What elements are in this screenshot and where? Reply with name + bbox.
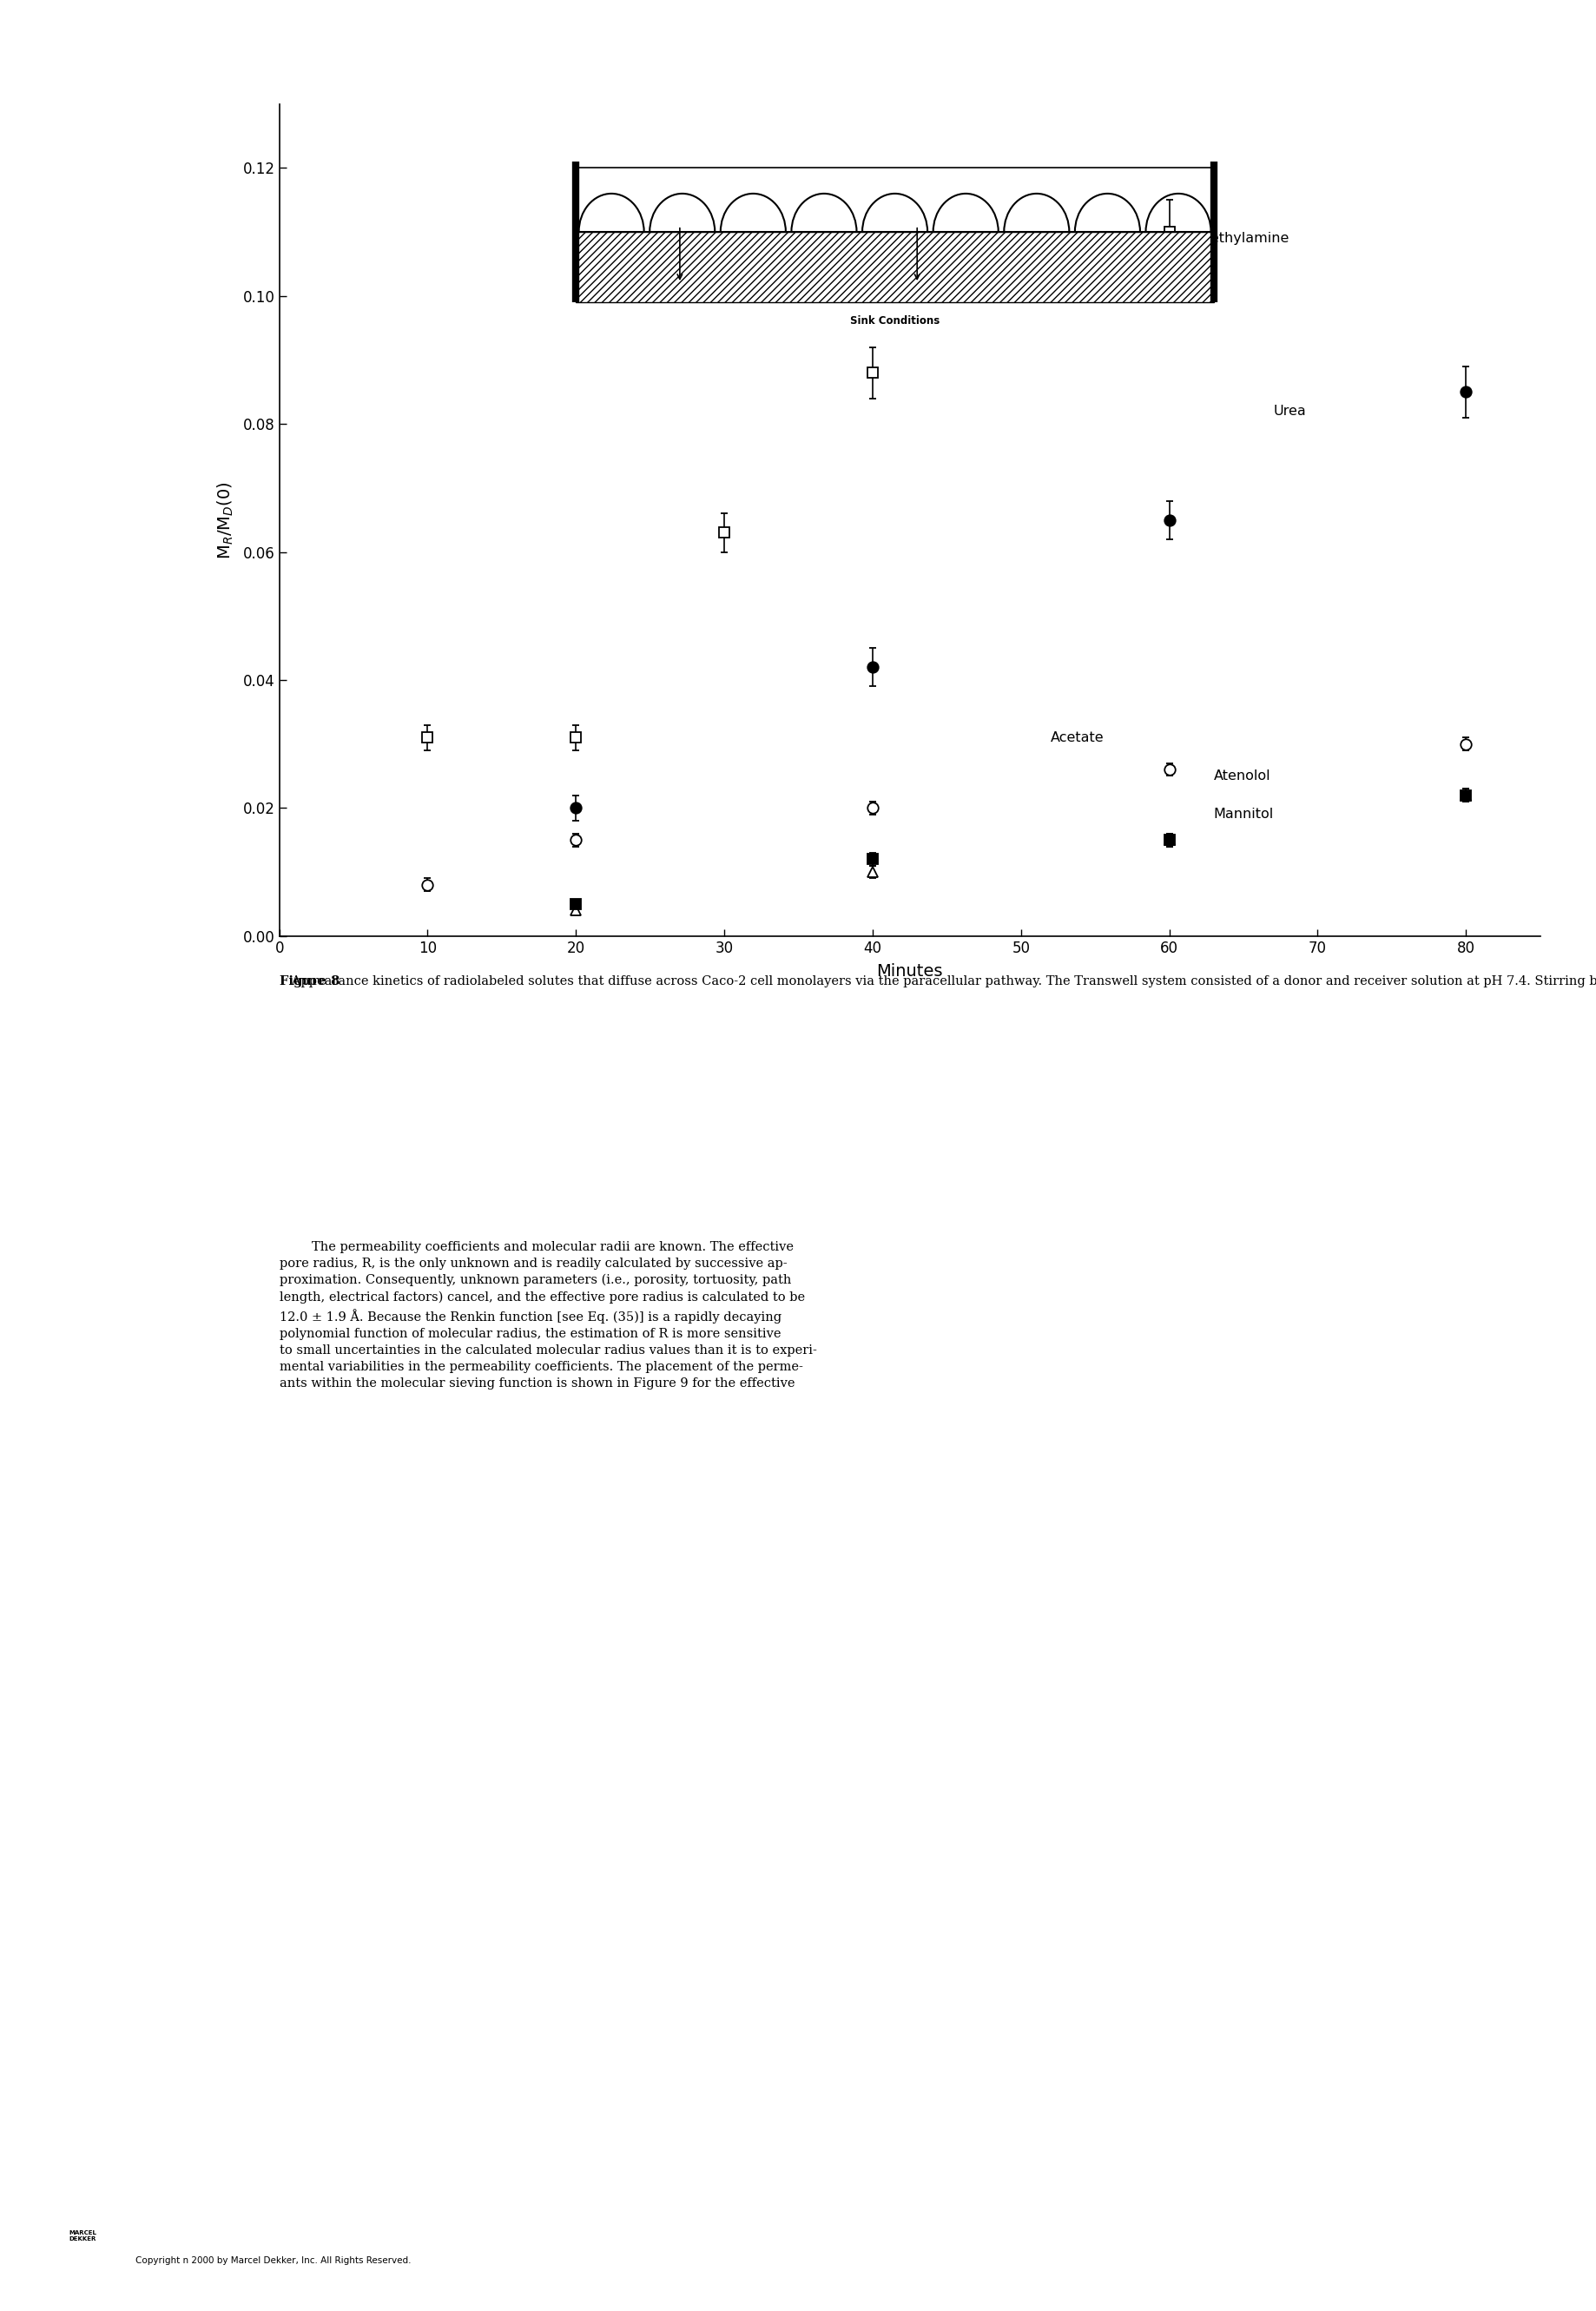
Y-axis label: M$_R$/M$_D$(0): M$_R$/M$_D$(0) <box>217 481 236 559</box>
Text: Methylamine: Methylamine <box>1199 231 1290 245</box>
Text: Atenolol: Atenolol <box>1215 770 1270 783</box>
Text: Appearance kinetics of radiolabeled solutes that diffuse across Caco-2 cell mono: Appearance kinetics of radiolabeled solu… <box>279 975 1596 987</box>
Bar <box>576 231 1215 303</box>
Text: Sink Conditions: Sink Conditions <box>851 314 940 326</box>
Text: Acetate: Acetate <box>1050 730 1104 744</box>
Text: Mannitol: Mannitol <box>1215 809 1274 820</box>
Text: Urea: Urea <box>1274 404 1306 418</box>
Text: The permeability coefficients and molecular radii are known. The effective
pore : The permeability coefficients and molecu… <box>279 1241 817 1389</box>
Text: Copyright n 2000 by Marcel Dekker, Inc. All Rights Reserved.: Copyright n 2000 by Marcel Dekker, Inc. … <box>136 2256 412 2265</box>
Text: Figure 8: Figure 8 <box>279 975 340 987</box>
Text: MARCEL
DEKKER: MARCEL DEKKER <box>69 2230 96 2242</box>
X-axis label: Minutes: Minutes <box>876 964 943 980</box>
